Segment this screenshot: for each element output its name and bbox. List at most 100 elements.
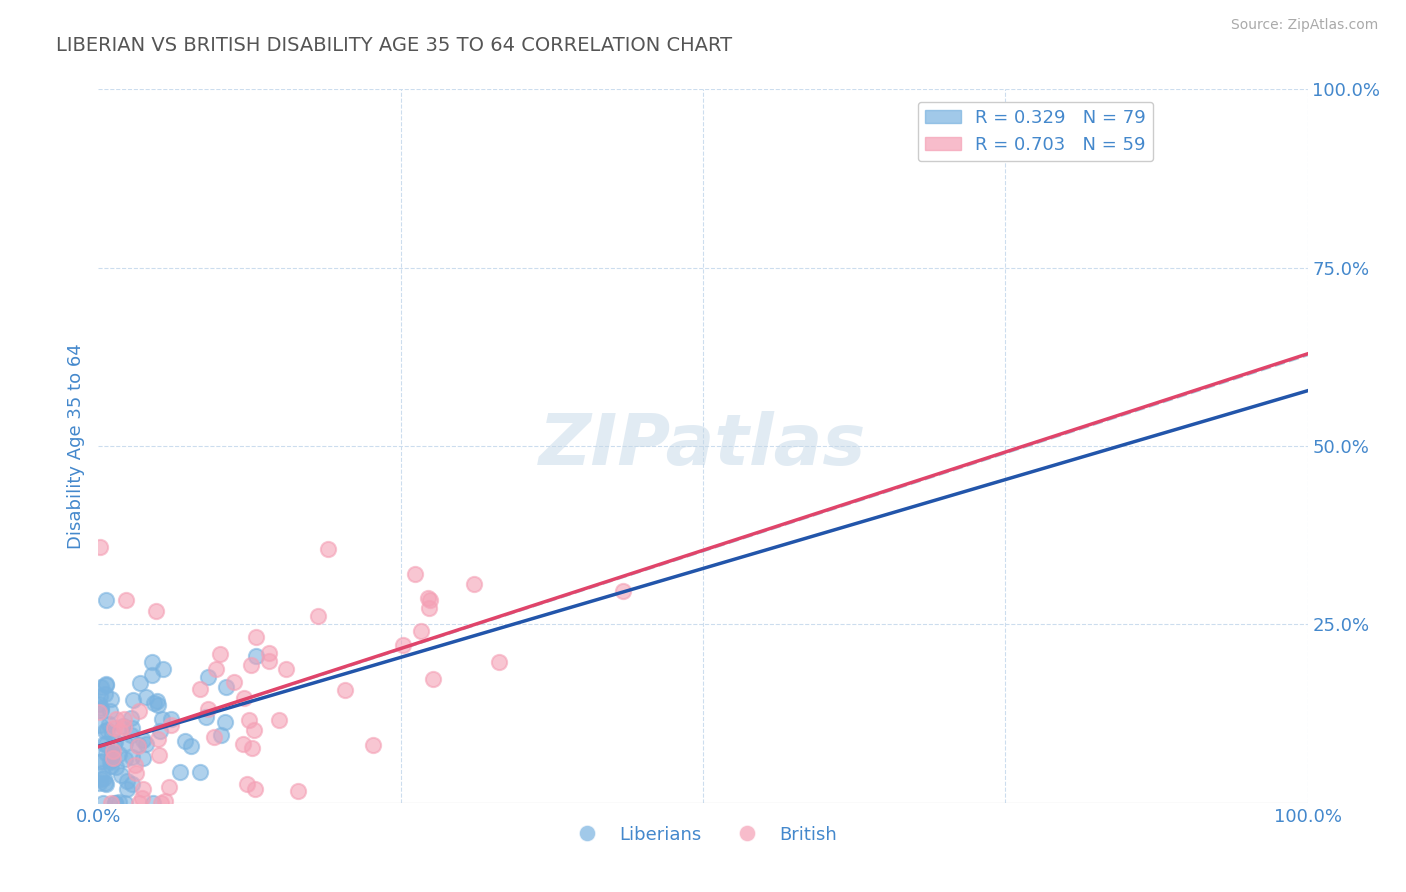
Point xyxy=(100,704,122,718)
Point xyxy=(238,713,260,727)
Point xyxy=(96,723,118,737)
Point xyxy=(232,737,254,751)
Point xyxy=(121,728,143,742)
Point xyxy=(112,720,135,734)
Point xyxy=(145,604,167,618)
Point xyxy=(287,784,309,798)
Legend: R = 0.329   N = 79, R = 0.703   N = 59: R = 0.329 N = 79, R = 0.703 N = 59 xyxy=(918,102,1153,161)
Point xyxy=(240,740,263,755)
Point xyxy=(121,721,143,735)
Point xyxy=(243,723,266,737)
Point xyxy=(89,706,111,720)
Point xyxy=(141,668,163,682)
Point xyxy=(316,542,339,557)
Point xyxy=(392,638,415,652)
Point xyxy=(160,712,183,726)
Point xyxy=(404,566,426,581)
Point xyxy=(89,540,111,554)
Point xyxy=(98,755,121,769)
Point xyxy=(148,698,170,713)
Point xyxy=(129,676,152,690)
Point xyxy=(101,747,124,761)
Point xyxy=(120,711,142,725)
Point xyxy=(152,712,174,726)
Point xyxy=(121,749,143,764)
Point xyxy=(104,796,127,810)
Point xyxy=(90,702,112,716)
Point xyxy=(612,584,634,599)
Point xyxy=(214,714,236,729)
Point xyxy=(108,796,131,810)
Text: ZIPatlas: ZIPatlas xyxy=(540,411,866,481)
Point xyxy=(188,764,211,779)
Point xyxy=(96,746,118,760)
Point xyxy=(121,777,143,791)
Point xyxy=(488,655,510,669)
Point xyxy=(105,760,128,774)
Point xyxy=(135,737,157,751)
Text: LIBERIAN VS BRITISH DISABILITY AGE 35 TO 64 CORRELATION CHART: LIBERIAN VS BRITISH DISABILITY AGE 35 TO… xyxy=(56,36,733,54)
Point xyxy=(103,736,125,750)
Point xyxy=(418,591,440,606)
Point xyxy=(103,721,125,735)
Point xyxy=(132,782,155,797)
Point xyxy=(245,648,267,663)
Point xyxy=(307,608,329,623)
Point xyxy=(89,689,111,703)
Point xyxy=(128,705,150,719)
Point xyxy=(91,796,114,810)
Point xyxy=(90,680,112,694)
Point xyxy=(209,648,232,662)
Point xyxy=(101,744,124,758)
Point xyxy=(114,736,136,750)
Point xyxy=(112,719,135,733)
Point xyxy=(180,739,202,754)
Point xyxy=(222,674,245,689)
Point xyxy=(108,723,131,738)
Point xyxy=(115,593,138,607)
Point xyxy=(141,796,163,810)
Point xyxy=(90,700,112,714)
Point xyxy=(100,691,122,706)
Point xyxy=(108,747,131,761)
Point xyxy=(114,796,136,810)
Point xyxy=(121,693,143,707)
Point xyxy=(169,765,191,780)
Point xyxy=(333,683,356,698)
Point xyxy=(98,717,121,731)
Point xyxy=(146,694,169,708)
Point xyxy=(90,766,112,780)
Point xyxy=(100,747,122,761)
Point xyxy=(411,624,433,638)
Point xyxy=(152,662,174,676)
Point xyxy=(157,780,180,794)
Point xyxy=(93,737,115,751)
Point xyxy=(243,781,266,796)
Point xyxy=(148,747,170,762)
Point xyxy=(103,735,125,749)
Point xyxy=(463,577,485,591)
Point xyxy=(239,657,262,672)
Point xyxy=(96,737,118,751)
Point xyxy=(149,796,172,810)
Point xyxy=(93,687,115,701)
Point xyxy=(419,593,441,607)
Point xyxy=(422,672,444,686)
Point xyxy=(149,723,172,738)
Point xyxy=(127,739,149,753)
Point xyxy=(89,718,111,732)
Point xyxy=(153,794,176,808)
Point xyxy=(114,752,136,766)
Point xyxy=(101,727,124,741)
Point xyxy=(100,759,122,773)
Point xyxy=(148,731,170,746)
Point xyxy=(245,630,267,644)
Point xyxy=(197,702,219,716)
Point xyxy=(125,765,148,780)
Point xyxy=(214,680,236,694)
Point xyxy=(418,601,440,615)
Point xyxy=(132,733,155,747)
Point xyxy=(94,777,117,791)
Point xyxy=(101,750,124,764)
Point xyxy=(160,717,183,731)
